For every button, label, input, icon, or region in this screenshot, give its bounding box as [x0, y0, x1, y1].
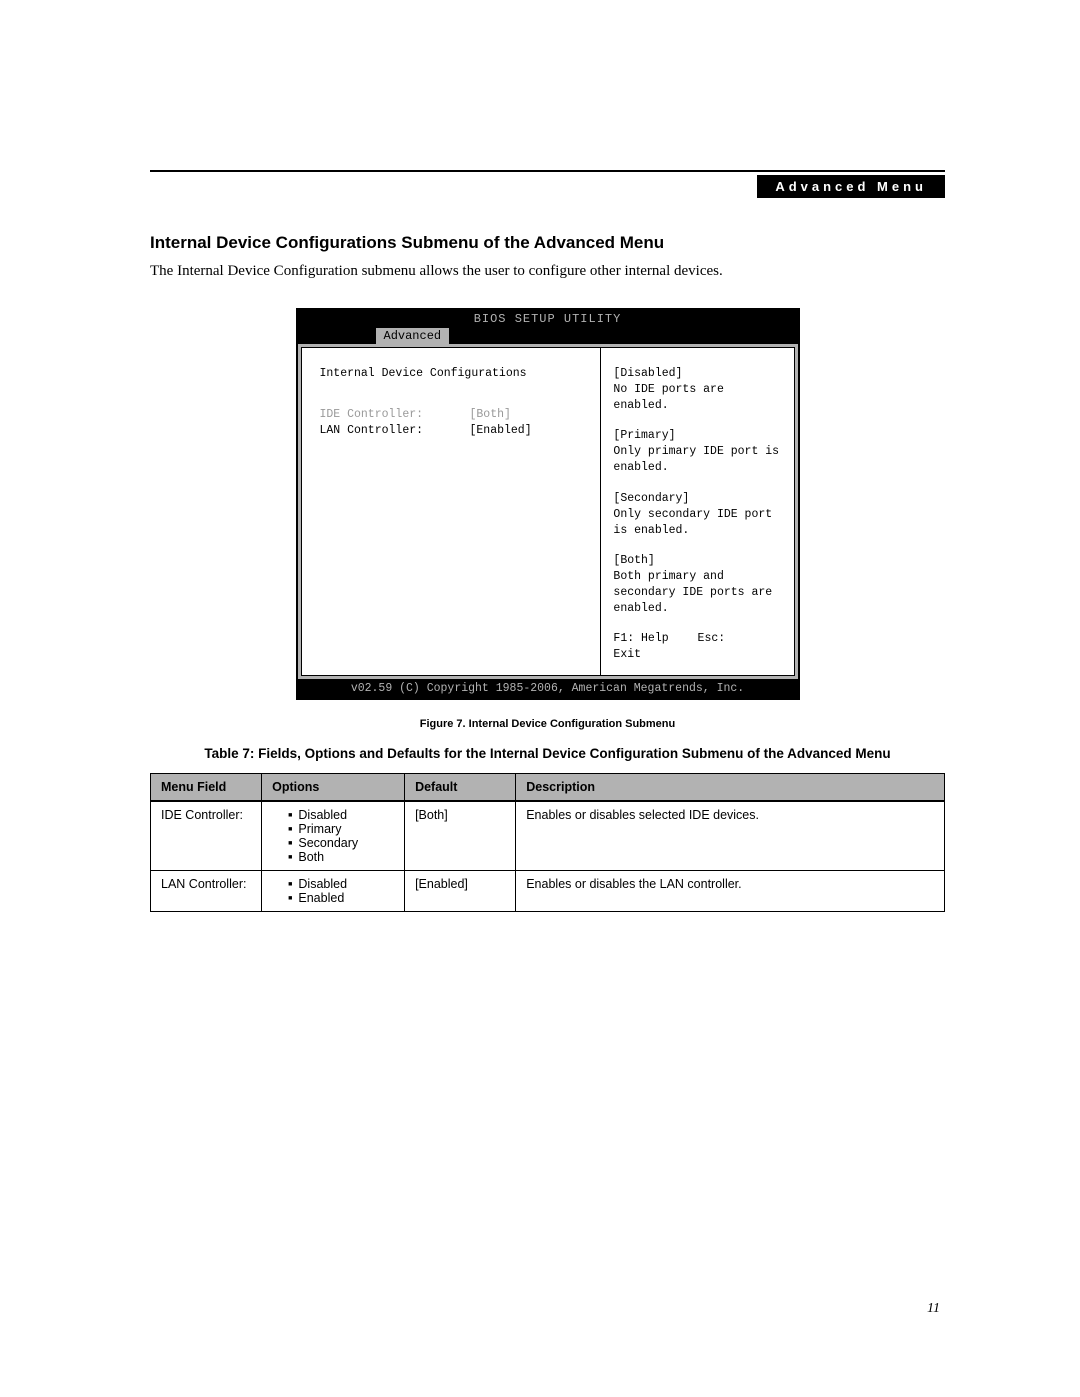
bios-tab-advanced: Advanced — [376, 328, 450, 344]
bios-panel-title: Internal Device Configurations — [320, 366, 589, 383]
table-cell-options: DisabledEnabled — [262, 871, 405, 912]
table-header: Menu Field — [151, 774, 262, 802]
bios-help-text: Only secondary IDE port is enabled. — [613, 507, 781, 539]
table-caption: Table 7: Fields, Options and Defaults fo… — [150, 746, 945, 761]
table-row: IDE Controller:DisabledPrimarySecondaryB… — [151, 801, 945, 871]
page-number: 11 — [927, 1301, 940, 1317]
table-cell-options: DisabledPrimarySecondaryBoth — [262, 801, 405, 871]
bios-help-block: [Primary]Only primary IDE port is enable… — [613, 428, 781, 476]
bios-setting-value: [Enabled] — [470, 423, 532, 440]
bios-title: BIOS SETUP UTILITY — [298, 310, 798, 328]
option-item: Both — [288, 850, 394, 864]
bios-help-text: Only primary IDE port is enabled. — [613, 444, 781, 476]
table-cell-description: Enables or disables the LAN controller. — [516, 871, 945, 912]
section-intro: The Internal Device Configuration submen… — [150, 263, 945, 280]
bios-help-text: Both primary and secondary IDE ports are… — [613, 569, 781, 617]
table-cell-default: [Enabled] — [405, 871, 516, 912]
table-header: Default — [405, 774, 516, 802]
table-header: Description — [516, 774, 945, 802]
bios-copyright: v02.59 (C) Copyright 1985-2006, American… — [298, 679, 798, 698]
bios-help-tag: [Disabled] — [613, 366, 781, 382]
bios-setting-label: IDE Controller: — [320, 407, 470, 424]
option-item: Disabled — [288, 808, 394, 822]
bios-help-block: [Both]Both primary and secondary IDE por… — [613, 553, 781, 617]
bios-help-panel: [Disabled]No IDE ports are enabled. [Prim… — [601, 348, 793, 675]
bios-setting-value: [Both] — [470, 407, 511, 424]
bios-help-tag: [Both] — [613, 553, 781, 569]
section-title: Internal Device Configurations Submenu o… — [150, 233, 945, 253]
bios-help-block: [Secondary]Only secondary IDE port is en… — [613, 491, 781, 539]
bios-tab-rest — [449, 328, 797, 344]
bios-help-tag: [Primary] — [613, 428, 781, 444]
figure-caption: Figure 7. Internal Device Configuration … — [150, 718, 945, 730]
header-rule — [150, 170, 945, 172]
table-cell-field: IDE Controller: — [151, 801, 262, 871]
bios-setting-label: LAN Controller: — [320, 423, 470, 440]
bios-help-f1: F1: Help — [613, 632, 668, 645]
bios-tabs: Advanced — [298, 328, 798, 344]
bios-setting-row: LAN Controller:[Enabled] — [320, 423, 589, 440]
header-breadcrumb-bar: Advanced Menu — [150, 176, 945, 198]
bios-help-block: [Disabled]No IDE ports are enabled. — [613, 366, 781, 414]
bios-left-panel: Internal Device Configurations IDE Contr… — [302, 348, 602, 675]
table-cell-description: Enables or disables selected IDE devices… — [516, 801, 945, 871]
option-item: Primary — [288, 822, 394, 836]
option-item: Disabled — [288, 877, 394, 891]
table-row: LAN Controller:DisabledEnabled[Enabled]E… — [151, 871, 945, 912]
bios-screenshot: BIOS SETUP UTILITY Advanced Internal Dev… — [296, 308, 800, 700]
breadcrumb: Advanced Menu — [757, 175, 945, 198]
table-cell-field: LAN Controller: — [151, 871, 262, 912]
bios-help-footer: F1: Help Esc: Exit — [613, 631, 781, 663]
option-item: Enabled — [288, 891, 394, 905]
bios-help-text: No IDE ports are enabled. — [613, 382, 781, 414]
table-header: Options — [262, 774, 405, 802]
option-item: Secondary — [288, 836, 394, 850]
table-cell-default: [Both] — [405, 801, 516, 871]
spec-table: Menu FieldOptionsDefaultDescription IDE … — [150, 773, 945, 912]
bios-tab-spacer — [298, 328, 376, 344]
bios-body: Internal Device Configurations IDE Contr… — [301, 347, 795, 676]
bios-help-tag: [Secondary] — [613, 491, 781, 507]
bios-setting-row: IDE Controller:[Both] — [320, 407, 589, 424]
